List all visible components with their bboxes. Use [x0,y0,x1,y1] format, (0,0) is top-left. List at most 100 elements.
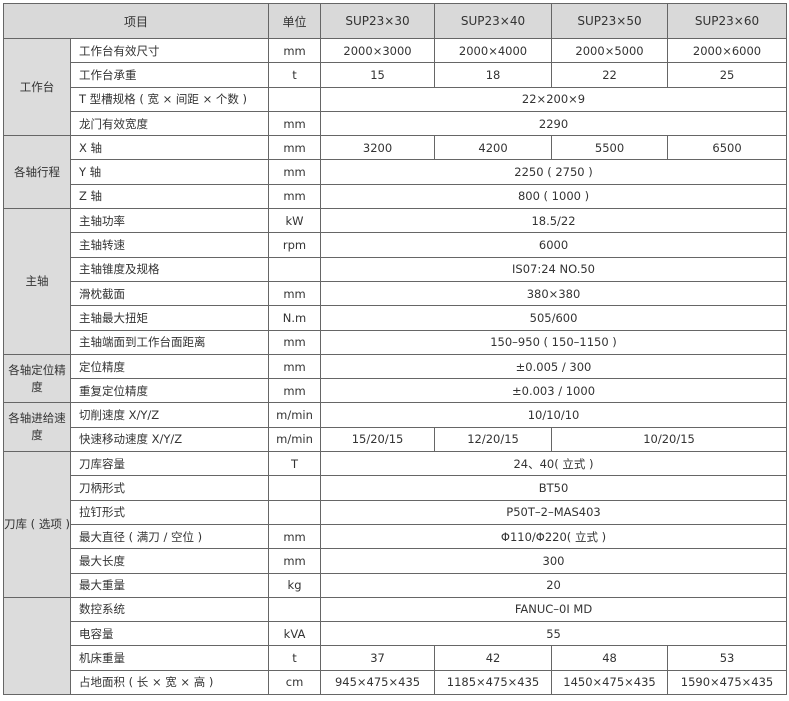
unit-cell: mm [268,353,322,380]
value-cell: Φ110/Φ220( 立式 ) [320,523,788,550]
item-label: 主轴端面到工作台面距离 [69,329,270,355]
unit-cell: mm [268,37,322,64]
item-label: 拉钉形式 [69,499,270,525]
value-cell: 3200 [320,135,436,161]
header-model-30: SUP23×30 [320,3,436,39]
table-row: 最大重量 kg 20 [4,572,788,598]
group-label: 各轴定位精度 [3,353,71,404]
value-cell: FANUC–0I MD [320,596,788,623]
table-row: 占地面积 ( 长 × 宽 × 高 ) cm 945×475×435 1185×475×… [4,669,788,696]
value-cell: 2250 ( 2750 ) [320,159,788,185]
table-row: 各轴行程 X 轴 mm 3200 4200 5500 6500 [3,135,788,210]
value-cell: ±0.005 / 300 [320,353,788,380]
value-cell: 42 [434,645,553,671]
value-cell: 37 [320,645,436,671]
group-label: 主轴 [3,208,71,355]
value-cell: 1185×475×435 [434,669,553,696]
table-row: 数控系统 FANUC–0I MD [3,596,788,696]
item-label: 最大长度 [69,548,270,574]
item-label: 重复定位精度 [69,378,270,404]
value-cell: BT50 [320,475,788,501]
value-cell: 20 [320,572,788,598]
unit-cell: t [268,645,322,671]
unit-cell [268,475,322,501]
header-model-50: SUP23×50 [551,3,669,39]
item-label: 快速移动速度 X/Y/Z [69,426,270,453]
group-label: 刀库 ( 选项 ) [3,451,71,598]
unit-cell: t [268,62,322,88]
unit-cell: m/min [268,402,322,428]
table-row: 最大长度 mm 300 [4,548,788,574]
item-label: 切削速度 X/Y/Z [69,402,270,428]
unit-cell: m/min [268,426,322,453]
value-cell: 24、40( 立式 ) [320,451,788,477]
item-label: 工作台承重 [69,62,270,88]
group-label: 工作台 [3,37,71,137]
item-label: 机床重量 [69,645,270,671]
unit-cell: mm [268,110,322,137]
unit-cell: mm [268,280,322,307]
item-label: T 型槽规格 ( 宽 × 间距 × 个数 ) [69,86,270,112]
unit-cell: mm [268,378,322,404]
value-cell: 2000×5000 [551,37,669,64]
header-unit: 单位 [268,3,322,39]
unit-cell: cm [268,669,322,696]
unit-cell: rpm [268,232,322,258]
table-row: 主轴最大扭矩 N.m 505/600 [4,305,788,331]
unit-cell: mm [268,548,322,574]
table-row: 滑枕截面 mm 380×380 [4,280,788,307]
table-row: 拉钉形式 P50T–2–MAS403 [4,499,788,525]
value-cell: 5500 [551,135,669,161]
table-row: 工作台承重 t 15 18 22 25 [4,62,788,88]
group-label [3,596,71,696]
value-cell: 10/10/10 [320,402,788,428]
value-cell: 300 [320,548,788,574]
item-label: 刀柄形式 [69,475,270,501]
item-label: 电容量 [69,621,270,647]
value-cell: P50T–2–MAS403 [320,499,788,525]
unit-cell: kVA [268,621,322,647]
unit-cell [268,596,322,623]
table-row: 各轴定位精度 定位精度 mm ±0.005 / 300 [3,353,788,404]
table-row: 刀库 ( 选项 ) 刀库容量 T 24、40( 立式 ) [3,451,788,598]
table-row: 主轴端面到工作台面距离 mm 150–950 ( 150–1150 ) [4,329,788,355]
value-cell: 15 [320,62,436,88]
value-cell: ±0.003 / 1000 [320,378,788,404]
header-model-60: SUP23×60 [667,3,788,39]
unit-cell: mm [268,159,322,185]
value-cell: 53 [667,645,788,671]
table-row: 电容量 kVA 55 [4,621,788,647]
table-row: 机床重量 t 37 42 48 53 [4,645,788,671]
value-cell: 18 [434,62,553,88]
item-label: 数控系统 [69,596,270,623]
item-label: 刀库容量 [69,451,270,477]
item-label: Z 轴 [69,183,270,210]
unit-cell: mm [268,523,322,550]
group-label: 各轴行程 [3,135,71,210]
group-label: 各轴进给速度 [3,402,71,453]
table-row: 龙门有效宽度 mm 2290 [4,110,788,137]
table-row: 工作台 工作台有效尺寸 mm 2000×3000 2000×4000 2000×5000 2… [3,37,788,137]
item-label: 工作台有效尺寸 [69,37,270,64]
table-row: 各轴进给速度 切削速度 X/Y/Z m/min 10/10/10 [3,402,788,453]
unit-cell [268,256,322,282]
item-label: 主轴功率 [69,208,270,234]
spec-table: 项目 单位 SUP23×30 SUP23×40 SUP23×50 SUP23×6… [2,3,788,696]
value-cell: 6000 [320,232,788,258]
unit-cell: kW [268,208,322,234]
item-label: 龙门有效宽度 [69,110,270,137]
value-cell: 15/20/15 [320,426,436,453]
value-cell: 55 [320,621,788,647]
unit-cell [268,499,322,525]
table-row: 主轴锥度及规格 IS07:24 NO.50 [4,256,788,282]
item-label: 最大重量 [69,572,270,598]
value-cell: 150–950 ( 150–1150 ) [320,329,788,355]
value-cell: 25 [667,62,788,88]
header-item: 项目 [2,3,270,39]
table-row: Z 轴 mm 800 ( 1000 ) [4,183,788,210]
value-cell: 10/20/15 [551,426,788,453]
unit-cell [268,86,322,112]
unit-cell: mm [268,135,322,161]
table-row: Y 轴 mm 2250 ( 2750 ) [4,159,788,185]
value-cell: 1450×475×435 [551,669,669,696]
